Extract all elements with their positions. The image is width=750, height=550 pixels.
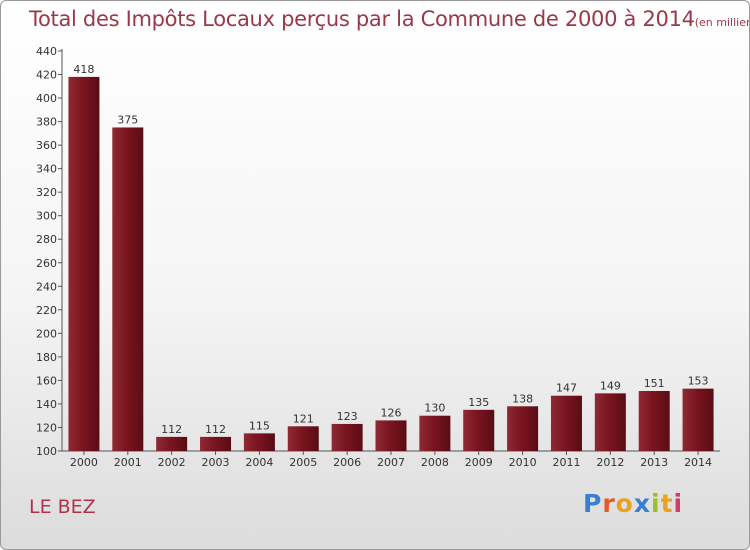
bar-value-label: 112 <box>205 423 226 436</box>
bar <box>243 433 275 451</box>
y-tick-label: 180 <box>36 351 57 364</box>
bar-value-label: 138 <box>512 392 533 405</box>
bar-value-label: 123 <box>337 410 358 423</box>
bar-value-label: 375 <box>117 113 138 126</box>
bar <box>550 395 582 451</box>
x-tick-label: 2006 <box>333 456 361 469</box>
logo-letter: i <box>673 489 684 518</box>
x-tick-label: 2004 <box>245 456 273 469</box>
bar-value-label: 418 <box>73 63 94 76</box>
y-tick-label: 280 <box>36 233 57 246</box>
y-tick-label: 200 <box>36 327 57 340</box>
y-tick-label: 220 <box>36 304 57 317</box>
x-tick-label: 2005 <box>289 456 317 469</box>
logo-letter: o <box>615 489 634 518</box>
chart-title: Total des Impôts Locaux perçus par la Co… <box>29 7 749 31</box>
y-tick-label: 420 <box>36 69 57 82</box>
x-tick-label: 2014 <box>684 456 712 469</box>
logo-letter: P <box>583 489 603 518</box>
x-tick-label: 2011 <box>552 456 580 469</box>
title-unit: (en milliers d'€) <box>694 16 749 29</box>
title-text: Total des Impôts Locaux perçus par la Co… <box>29 7 695 31</box>
bar <box>594 393 626 451</box>
y-tick-label: 120 <box>36 421 57 434</box>
bar <box>638 391 670 451</box>
y-tick-label: 160 <box>36 374 57 387</box>
x-tick-label: 2010 <box>509 456 537 469</box>
x-tick-label: 2013 <box>640 456 668 469</box>
bar-value-label: 112 <box>161 423 182 436</box>
logo-letter: i <box>651 489 661 518</box>
commune-name: LE BEZ <box>29 496 96 518</box>
y-tick-label: 140 <box>36 398 57 411</box>
x-tick-label: 2008 <box>421 456 449 469</box>
x-tick-label: 2000 <box>70 456 98 469</box>
bar <box>419 415 451 451</box>
bar <box>156 436 188 451</box>
logo-letter: x <box>633 489 651 518</box>
bar <box>68 76 100 451</box>
y-tick-label: 360 <box>36 139 57 152</box>
y-tick-label: 100 <box>36 445 57 458</box>
y-tick-label: 380 <box>36 116 57 129</box>
x-tick-label: 2009 <box>465 456 493 469</box>
bar <box>200 436 232 451</box>
y-tick-label: 300 <box>36 210 57 223</box>
y-tick-label: 440 <box>36 45 57 58</box>
y-tick-label: 320 <box>36 186 57 199</box>
y-tick-label: 400 <box>36 92 57 105</box>
y-tick-label: 260 <box>36 257 57 270</box>
bar-value-label: 151 <box>644 377 665 390</box>
proxiti-logo: Proxiti <box>583 489 683 518</box>
bar-value-label: 147 <box>556 382 577 395</box>
bar <box>287 426 319 451</box>
bar-value-label: 135 <box>468 396 489 409</box>
y-tick-label: 340 <box>36 163 57 176</box>
x-tick-label: 2012 <box>596 456 624 469</box>
bar-value-label: 115 <box>249 419 270 432</box>
bar-value-label: 130 <box>424 402 445 415</box>
x-tick-label: 2007 <box>377 456 405 469</box>
bar <box>463 409 495 451</box>
logo-letter: t <box>660 489 674 518</box>
x-tick-label: 2003 <box>202 456 230 469</box>
logo-letter: r <box>602 489 616 518</box>
bar <box>682 388 714 451</box>
bar <box>375 420 407 451</box>
x-tick-label: 2001 <box>114 456 142 469</box>
bar <box>331 423 363 451</box>
bar-value-label: 153 <box>688 375 709 388</box>
bar-value-label: 126 <box>381 406 402 419</box>
x-tick-label: 2002 <box>158 456 186 469</box>
bar-value-label: 149 <box>600 379 621 392</box>
y-tick-label: 240 <box>36 280 57 293</box>
bar-value-label: 121 <box>293 412 314 425</box>
bar <box>112 127 144 452</box>
bar <box>507 406 539 451</box>
